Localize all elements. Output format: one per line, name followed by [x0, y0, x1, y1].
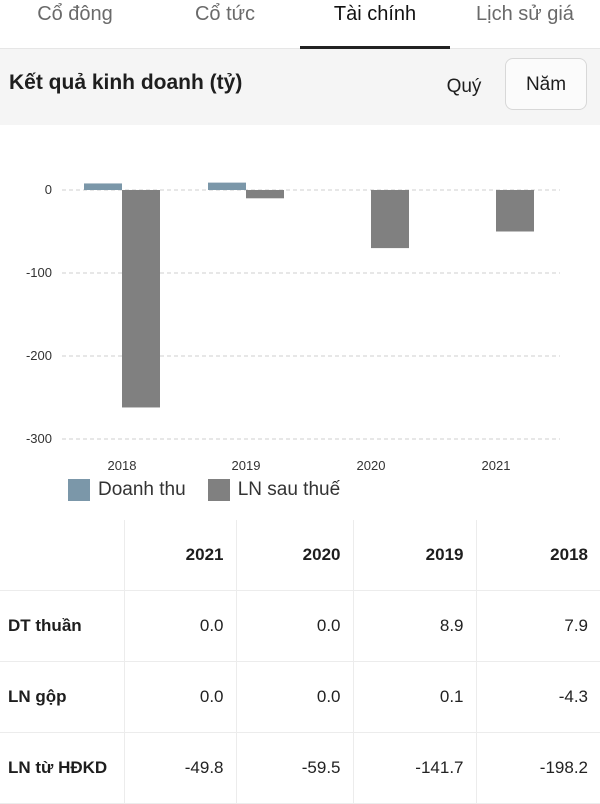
x-axis-ticks: 2018 2019 2020 2021 [108, 458, 511, 473]
period-year-button[interactable]: Năm [505, 58, 587, 110]
table-cell: -141.7 [352, 732, 476, 804]
table-cell: 0.0 [123, 590, 236, 662]
chart-grid [62, 189, 560, 440]
table-cell: -49.8 [123, 732, 236, 804]
period-quarter-button[interactable]: Quý [446, 76, 482, 97]
table-cell: 7.9 [475, 590, 600, 662]
bar-profit[interactable] [496, 190, 534, 232]
row-label: LN từ HĐKD [0, 732, 124, 804]
tab-price-history[interactable]: Lịch sử giá [476, 3, 574, 25]
legend-label-profit: LN sau thuế [237, 479, 341, 500]
row-label: LN gộp [0, 661, 124, 733]
table-cell: 0.0 [235, 661, 353, 733]
bar-revenue[interactable] [208, 182, 246, 190]
table-cell: 0.1 [352, 661, 476, 733]
tab-dividends[interactable]: Cổ tức [194, 3, 256, 25]
table-header-cell: 2018 [475, 520, 600, 591]
y-axis-ticks: 0 -100 -200 -300 [26, 182, 52, 446]
table-cell: 8.9 [352, 590, 476, 662]
y-tick-label: -100 [26, 265, 52, 280]
section-header: Kết quả kinh doanh (tỷ) Quý Năm [0, 49, 600, 125]
table-row: DT thuần 0.0 0.0 8.9 7.9 [0, 590, 600, 662]
x-tick-label: 2021 [482, 458, 511, 473]
legend-swatch-profit [207, 479, 230, 501]
table-header-row: 2021 2020 2019 2018 [0, 520, 600, 591]
table-header-cell [0, 520, 124, 591]
table-cell: 0.0 [235, 590, 353, 662]
table-row: LN từ HĐKD -49.8 -59.5 -141.7 -198.2 [0, 732, 600, 804]
table-header-cell: 2020 [235, 520, 353, 591]
tab-shareholders[interactable]: Cổ đông [37, 3, 113, 25]
bar-revenue[interactable] [84, 183, 122, 190]
table-header-cell: 2019 [352, 520, 476, 591]
x-tick-label: 2018 [108, 458, 137, 473]
financial-table: 2021 2020 2019 2018 DT thuần 0.0 0.0 8.9… [0, 520, 600, 804]
x-tick-label: 2020 [357, 458, 386, 473]
legend-item-profit: LN sau thuế [207, 479, 341, 501]
tab-bar: Cổ đông Cổ tức Tài chính Lịch sử giá [0, 0, 600, 49]
chart-legend: Doanh thu LN sau thuế [68, 476, 362, 504]
bar-profit[interactable] [371, 190, 409, 249]
table-row: LN gộp 0.0 0.0 0.1 -4.3 [0, 661, 600, 733]
tab-financials[interactable]: Tài chính [300, 0, 450, 49]
table-cell: -198.2 [475, 732, 600, 804]
bar-profit[interactable] [246, 190, 284, 199]
section-title: Kết quả kinh doanh (tỷ) [9, 71, 243, 94]
table-cell: 0.0 [123, 661, 236, 733]
y-tick-label: -200 [26, 348, 52, 363]
table-cell: -4.3 [475, 661, 600, 733]
x-tick-label: 2019 [232, 458, 261, 473]
table-header-cell: 2021 [123, 520, 236, 591]
legend-item-revenue: Doanh thu [68, 479, 186, 501]
y-tick-label: -300 [26, 431, 52, 446]
business-results-chart: 0 -100 -200 -300 2018 2019 2020 2021 [0, 126, 600, 506]
chart-bars [84, 182, 534, 408]
row-label: DT thuần [0, 590, 124, 662]
legend-swatch-revenue [68, 479, 90, 501]
y-tick-label: 0 [45, 182, 52, 197]
legend-label-revenue: Doanh thu [98, 479, 186, 500]
table-cell: -59.5 [235, 732, 353, 804]
bar-profit[interactable] [122, 190, 160, 408]
